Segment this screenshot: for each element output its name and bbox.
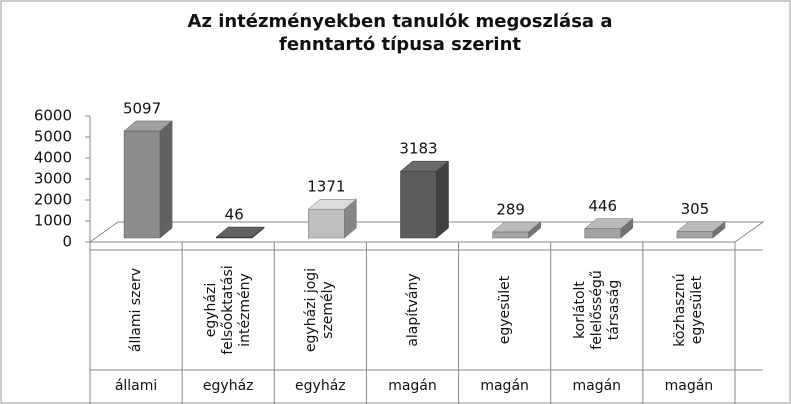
group-label: magán [388, 378, 437, 394]
y-tick-label: 1000 [34, 212, 72, 230]
bar [307, 198, 358, 239]
value-label: 446 [588, 197, 617, 215]
group-label: állami [114, 378, 158, 394]
y-tick-label: 6000 [34, 107, 72, 125]
y-tick-label: 5000 [34, 128, 72, 146]
x-tick-label: egyesület [496, 275, 513, 345]
x-tick-label: korlátolt felelősségű társaság [571, 270, 622, 350]
bar-top [676, 221, 726, 232]
value-label: 289 [496, 200, 525, 218]
bar [123, 120, 173, 239]
y-tick-label: 3000 [34, 170, 72, 188]
x-tick-label: egyházi jogi személy [303, 267, 337, 353]
group-label: magán [664, 378, 714, 394]
bar [676, 221, 726, 239]
value-label: 305 [681, 200, 710, 218]
bar [215, 226, 265, 239]
bar-top [307, 198, 358, 210]
group-label: magán [572, 378, 622, 394]
x-tick-label: állami szerv [127, 267, 144, 353]
value-label: 3183 [399, 140, 437, 158]
y-tick-label: 4000 [34, 149, 72, 167]
bar-side [159, 120, 173, 239]
x-tick-label: alapítvány [404, 273, 420, 347]
y-tick-label: 2000 [34, 191, 72, 209]
group-label: magán [480, 378, 529, 394]
value-label: 5097 [123, 99, 161, 117]
bar-front [492, 231, 529, 239]
bar-side [436, 160, 449, 239]
bar-front [308, 208, 345, 239]
x-tick-label: egyházi felsőoktatási intézmény [202, 265, 253, 355]
y-tick-label: 0 [62, 233, 72, 251]
bar-front [123, 130, 161, 239]
bar-top [215, 226, 265, 238]
bar [399, 160, 450, 239]
group-label: egyház [202, 378, 254, 394]
bar-top [123, 120, 173, 132]
bar-top [584, 218, 634, 229]
bar-front [584, 228, 622, 239]
bar-top [399, 160, 450, 172]
chart-title: Az intézményekben tanulók megoszlása a f… [187, 11, 613, 55]
group-label: egyház [295, 378, 346, 394]
bar-top [491, 221, 542, 233]
bar-front [400, 170, 437, 239]
bar-front [676, 231, 714, 239]
value-label: 46 [225, 206, 244, 224]
x-tick-label: közhasznú egyesület [671, 273, 705, 347]
bar [584, 218, 634, 239]
bar [491, 221, 542, 239]
value-label: 1371 [307, 178, 345, 196]
